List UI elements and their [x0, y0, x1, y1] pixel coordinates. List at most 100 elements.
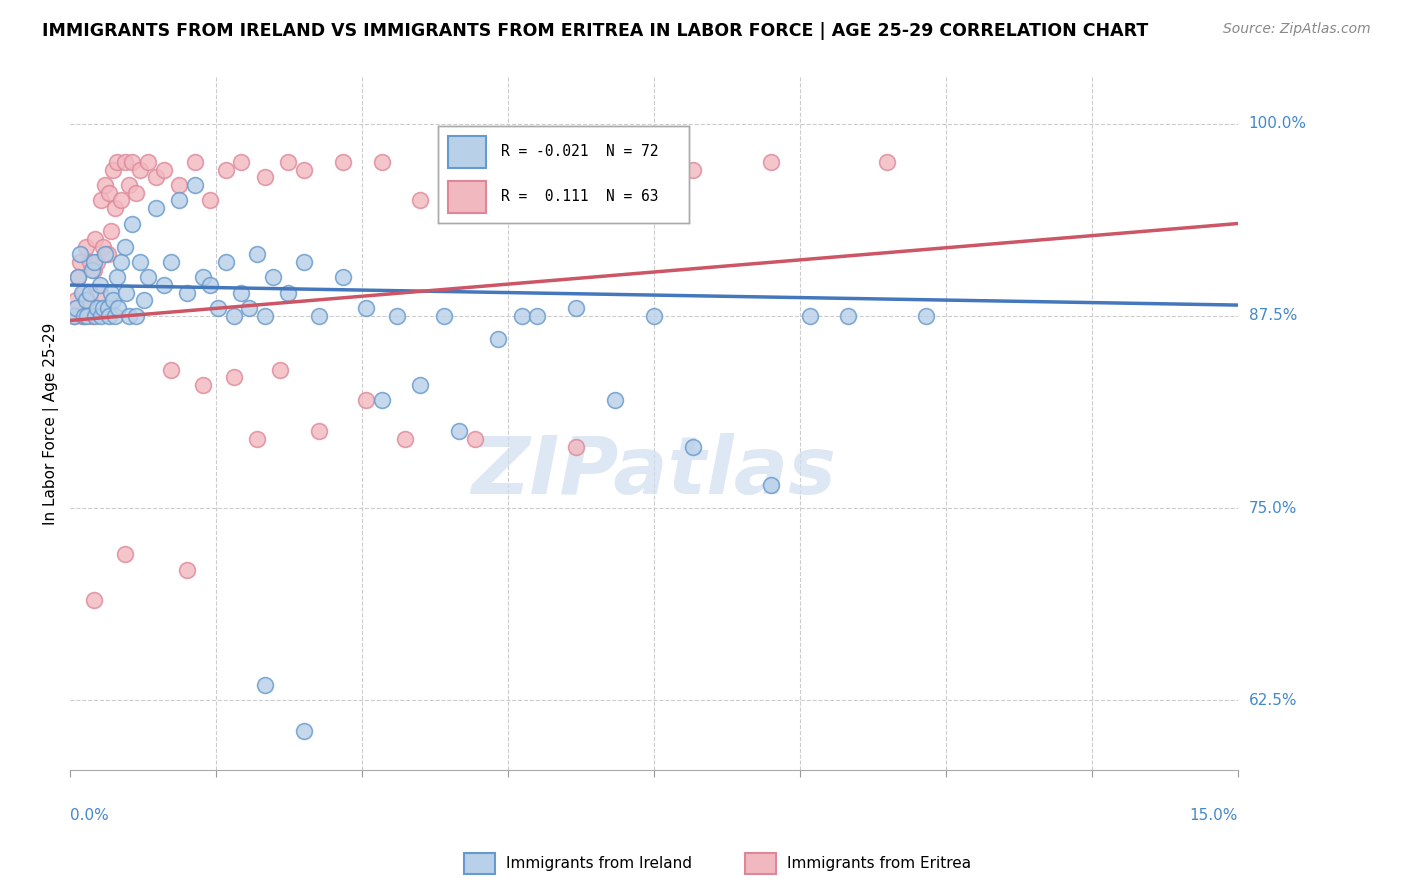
Point: [449, 424, 471, 438]
Point: [385, 309, 408, 323]
Point: [134, 293, 156, 308]
Point: [799, 309, 821, 323]
Point: [83, 593, 105, 607]
Point: [65, 301, 87, 315]
Point: [262, 270, 284, 285]
Point: [191, 378, 214, 392]
Point: [354, 301, 377, 315]
Point: [125, 186, 148, 200]
Point: [354, 393, 377, 408]
Point: [643, 309, 665, 323]
Point: [104, 309, 127, 323]
Point: [191, 270, 214, 285]
Point: [486, 178, 509, 193]
Point: [89, 278, 111, 293]
Point: [565, 440, 588, 454]
Point: [107, 301, 129, 315]
Point: [526, 309, 548, 323]
Point: [160, 255, 183, 269]
Point: [105, 270, 128, 285]
Point: [184, 155, 207, 169]
Point: [105, 155, 128, 169]
Point: [86, 301, 108, 315]
Point: [73, 285, 96, 300]
Text: 62.5%: 62.5%: [1249, 693, 1298, 708]
Point: [100, 224, 122, 238]
Point: [292, 255, 315, 269]
Point: [759, 155, 782, 169]
Point: [277, 285, 299, 300]
Point: [117, 178, 139, 193]
Point: [94, 247, 117, 261]
Point: [75, 239, 97, 253]
Point: [79, 285, 101, 300]
Point: [91, 239, 114, 253]
Point: [409, 378, 432, 392]
Point: [80, 309, 103, 323]
Point: [486, 332, 509, 346]
Point: [145, 170, 167, 185]
Point: [114, 547, 136, 561]
Point: [114, 155, 136, 169]
Point: [308, 309, 330, 323]
Point: [876, 155, 898, 169]
Text: Immigrants from Ireland: Immigrants from Ireland: [506, 856, 692, 871]
Text: 0.0%: 0.0%: [70, 808, 110, 823]
Point: [603, 393, 626, 408]
Point: [682, 162, 704, 177]
Point: [98, 309, 121, 323]
Point: [215, 255, 238, 269]
Point: [136, 155, 159, 169]
Point: [89, 285, 111, 300]
Point: [682, 440, 704, 454]
Text: 15.0%: 15.0%: [1189, 808, 1237, 823]
Point: [510, 309, 533, 323]
Point: [238, 301, 260, 315]
Point: [83, 262, 105, 277]
Text: 75.0%: 75.0%: [1249, 500, 1296, 516]
Point: [117, 309, 139, 323]
Point: [332, 155, 354, 169]
Point: [94, 178, 117, 193]
Point: [167, 194, 190, 208]
Point: [246, 432, 269, 446]
Point: [69, 255, 91, 269]
Point: [66, 270, 89, 285]
Text: 87.5%: 87.5%: [1249, 309, 1296, 323]
Point: [114, 239, 136, 253]
Point: [84, 232, 107, 246]
Text: Immigrants from Eritrea: Immigrants from Eritrea: [787, 856, 972, 871]
Text: 100.0%: 100.0%: [1249, 116, 1306, 131]
Point: [63, 309, 86, 323]
Point: [63, 309, 86, 323]
Point: [231, 155, 253, 169]
Point: [200, 278, 222, 293]
Point: [160, 362, 183, 376]
Point: [246, 247, 269, 261]
Point: [449, 155, 471, 169]
Point: [200, 194, 222, 208]
Point: [145, 201, 167, 215]
Point: [526, 170, 548, 185]
Point: [759, 478, 782, 492]
Point: [152, 162, 174, 177]
Point: [277, 155, 299, 169]
Text: ZIPatlas: ZIPatlas: [471, 433, 837, 511]
Point: [97, 301, 120, 315]
Point: [253, 170, 276, 185]
Point: [370, 155, 392, 169]
Point: [253, 678, 276, 692]
Point: [409, 194, 432, 208]
Point: [253, 309, 276, 323]
Point: [184, 178, 207, 193]
Point: [101, 162, 124, 177]
Point: [121, 217, 143, 231]
Point: [125, 309, 148, 323]
Point: [76, 293, 98, 308]
Point: [152, 278, 174, 293]
Point: [70, 285, 93, 300]
Point: [167, 178, 190, 193]
Point: [69, 247, 91, 261]
Point: [292, 162, 315, 177]
Point: [269, 362, 291, 376]
